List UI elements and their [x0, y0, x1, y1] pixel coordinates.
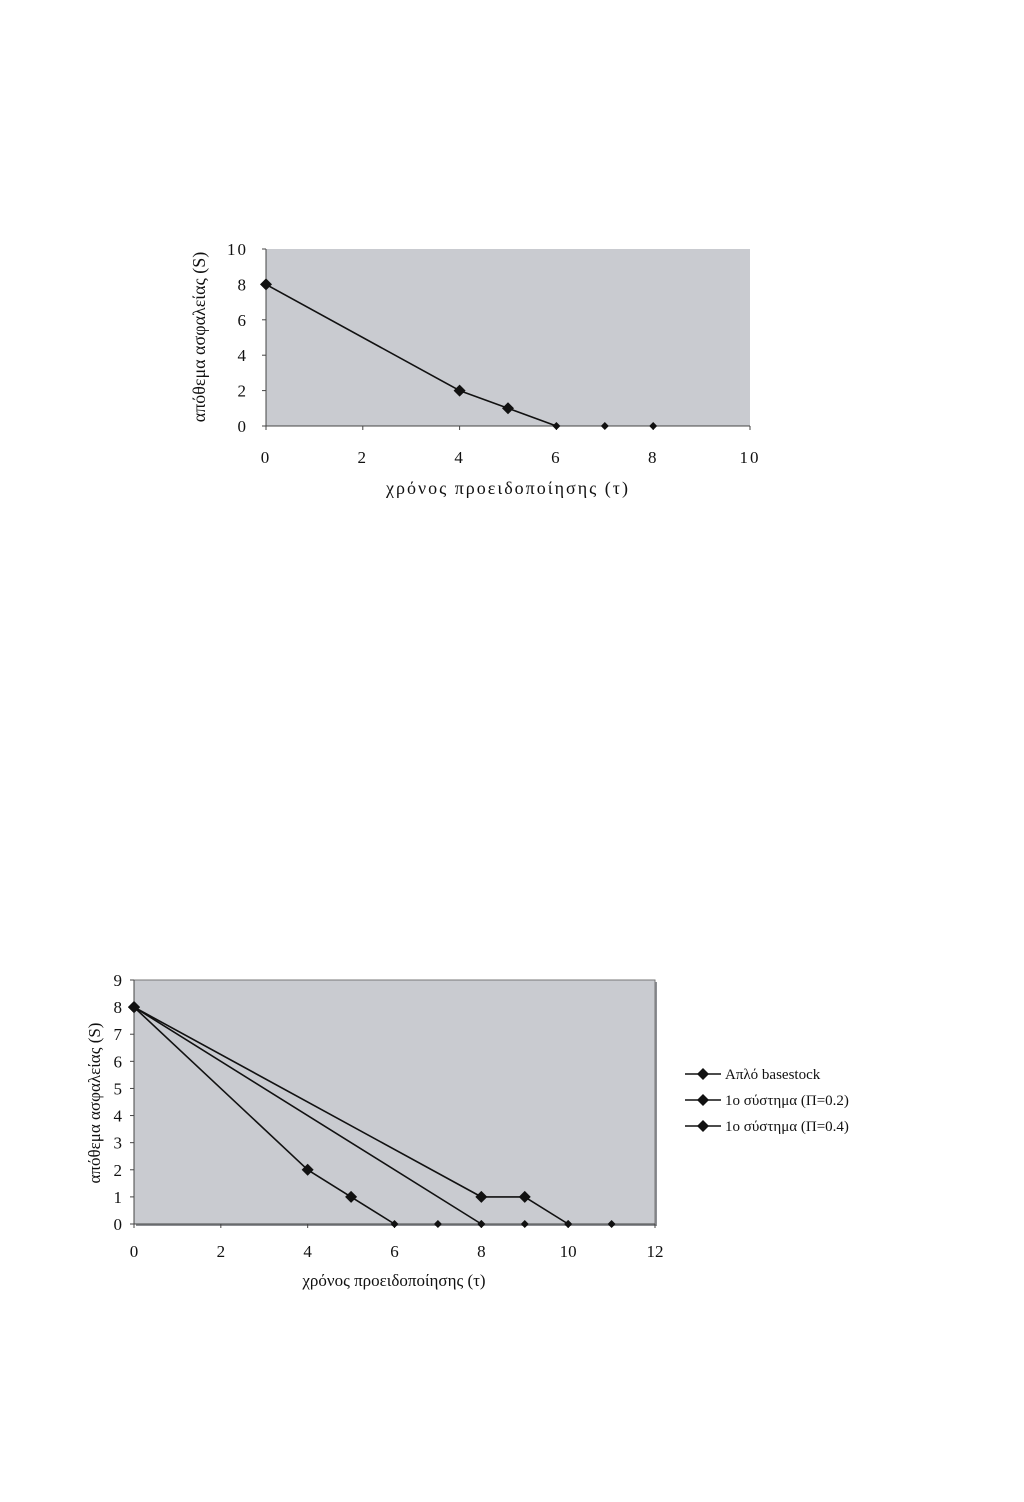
data-point: [477, 1220, 486, 1228]
data-point: [301, 1163, 314, 1176]
data-point: [433, 1220, 442, 1228]
data-point: [518, 1190, 531, 1203]
y-tick-label: 4: [114, 1107, 123, 1126]
x-tick-label: 4: [454, 448, 465, 467]
y-tick-label: 8: [238, 275, 249, 294]
data-point: [345, 1190, 358, 1203]
x-tick-label: 0: [261, 448, 272, 467]
x-tick-label: 10: [740, 448, 761, 467]
series-line-segment: [524, 1196, 569, 1225]
y-axis-title: απόθεμα ασφαλείας (S): [85, 1023, 104, 1184]
data-point: [502, 402, 514, 415]
x-tick-label: 2: [358, 448, 369, 467]
x-axis-title: χρόνος προειδοποίησης (τ): [301, 1271, 485, 1290]
legend-marker: [697, 1068, 709, 1080]
legend-marker: [697, 1120, 709, 1132]
plot-area: [266, 249, 750, 426]
data-point: [260, 278, 272, 291]
data-point: [649, 422, 658, 430]
legend-label: Απλό basestock: [725, 1067, 821, 1083]
y-tick-label: 9: [114, 971, 123, 990]
y-tick-label: 6: [114, 1052, 123, 1071]
x-tick-label: 2: [217, 1242, 226, 1261]
y-tick-label: 2: [114, 1161, 123, 1180]
x-tick-label: 8: [477, 1242, 486, 1261]
x-tick-label: 6: [551, 448, 562, 467]
series-line-segment: [265, 283, 460, 392]
y-axis-title: απόθεμα ασφαλείας (S): [189, 252, 210, 422]
data-point: [453, 384, 466, 397]
x-tick-label: 10: [560, 1242, 577, 1261]
y-tick-label: 8: [114, 998, 123, 1017]
data-point: [128, 1001, 140, 1014]
data-point: [552, 422, 561, 430]
series-line-segment: [350, 1196, 395, 1225]
series-line-segment: [133, 1006, 482, 1198]
series-line-segment: [507, 407, 557, 427]
legend-marker: [697, 1094, 709, 1106]
x-tick-label: 4: [303, 1242, 312, 1261]
y-tick-label: 7: [114, 1025, 123, 1044]
x-tick-label: 8: [648, 448, 659, 467]
data-point: [600, 422, 609, 430]
chart-1: 0 2 4 6 8 10 0 2 4 6 8 10 χρόνος προειδοποίησης (τ) α…: [189, 240, 761, 499]
y-tick-label: 4: [238, 346, 249, 365]
y-tick-label: 0: [114, 1215, 123, 1234]
series-3: [128, 1001, 573, 1228]
series-line-segment: [307, 1169, 352, 1198]
y-tick-label: 5: [114, 1079, 123, 1098]
series-line-segment: [133, 1006, 309, 1171]
y-tick-label: 3: [114, 1134, 123, 1153]
series-line-segment: [459, 389, 509, 410]
y-tick-label: 1: [114, 1188, 123, 1207]
data-point: [607, 1220, 616, 1228]
data-point: [475, 1190, 488, 1203]
legend-label: 1ο σύστημα (Π=0.2): [725, 1093, 849, 1109]
legend: Απλό basestock 1ο σύστημα (Π=0.2) 1ο σύστη…: [685, 1067, 849, 1135]
plot-area: [133, 979, 656, 1225]
x-tick-label: 0: [130, 1242, 139, 1261]
data-point: [564, 1220, 573, 1228]
x-axis-title: χρόνος προειδοποίησης (τ): [385, 478, 630, 499]
x-tick-label: 12: [647, 1242, 664, 1261]
y-tick-label: 0: [238, 417, 249, 436]
data-point: [520, 1220, 529, 1228]
y-tick-label: 10: [227, 240, 248, 259]
y-tick-label: 2: [238, 382, 249, 401]
series-line-segment: [133, 1006, 482, 1225]
x-tick-label: 6: [390, 1242, 399, 1261]
data-point: [390, 1220, 399, 1228]
legend-label: 1ο σύστημα (Π=0.4): [725, 1119, 849, 1135]
series-1: [260, 278, 658, 430]
y-tick-label: 6: [238, 311, 249, 330]
